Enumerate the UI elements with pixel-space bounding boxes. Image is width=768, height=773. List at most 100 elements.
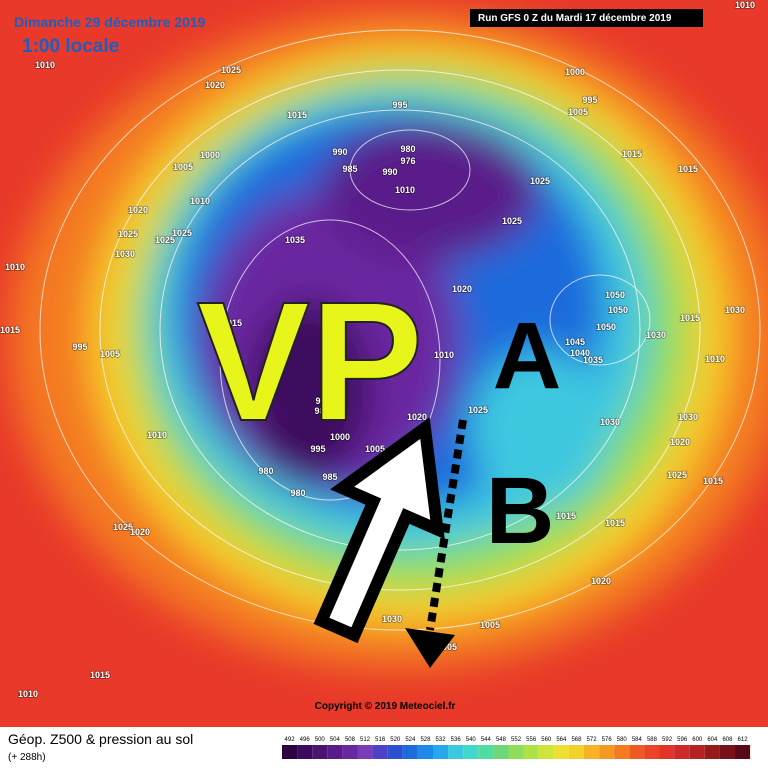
pressure-label: 1025 (113, 522, 133, 532)
pressure-label: 1025 (221, 65, 241, 75)
pressure-label: 1015 (90, 670, 110, 680)
scale-label: 556 (526, 737, 537, 743)
pressure-label: 1020 (591, 576, 611, 586)
pressure-label: 980 (400, 144, 415, 154)
scale-label: 512 (360, 737, 371, 743)
pressure-label: 1025 (118, 229, 138, 239)
isobars (39, 29, 761, 631)
scale-label: 548 (496, 737, 507, 743)
pressure-label: 1020 (205, 80, 225, 90)
scale-swatch (599, 745, 615, 759)
scale-swatch (297, 745, 313, 759)
pressure-label: 1010 (190, 196, 210, 206)
pressure-label: 995 (72, 342, 87, 352)
pressure-label: 1025 (667, 470, 687, 480)
scale-label: 576 (602, 737, 613, 743)
scale-swatch (387, 745, 403, 759)
pressure-label: 1005 (100, 349, 120, 359)
pressure-label: 1020 (407, 412, 427, 422)
pressure-label: 1030 (646, 330, 666, 340)
scale-label: 532 (436, 737, 447, 743)
scale-label: 604 (707, 737, 718, 743)
pressure-label: 1015 (0, 325, 20, 335)
pressure-label: 1010 (434, 350, 454, 360)
scale-swatch (614, 745, 630, 759)
scale-swatch (735, 745, 751, 759)
scale-label: 588 (647, 737, 658, 743)
scale-label: 612 (738, 737, 749, 743)
pressure-label: 1010 (147, 430, 167, 440)
pressure-label: 1015 (703, 476, 723, 486)
scale-label: 496 (300, 737, 311, 743)
scale-label: 592 (662, 737, 673, 743)
pressure-label: 1025 (502, 216, 522, 226)
pressure-label: 1015 (222, 318, 242, 328)
scale-swatch (553, 745, 569, 759)
pressure-label: 985 (342, 164, 357, 174)
scale-swatch (417, 745, 433, 759)
scale-label: 544 (481, 737, 492, 743)
scale-label: 524 (405, 737, 416, 743)
pressure-label: 1005 (480, 620, 500, 630)
pressure-label: 1010 (35, 60, 55, 70)
pressure-label: 980 (290, 488, 305, 498)
pressure-label: 995 (392, 100, 407, 110)
scale-swatch (342, 745, 358, 759)
scale-label: 520 (390, 737, 401, 743)
scale-swatch (659, 745, 675, 759)
legend-title: Géop. Z500 & pression au sol (8, 731, 193, 747)
scale-swatch (402, 745, 418, 759)
pressure-label: 1030 (115, 249, 135, 259)
scale-swatch (478, 745, 494, 759)
pressure-label: 1010 (705, 354, 725, 364)
scale-swatch (282, 745, 298, 759)
pressure-labels: 1010 102510201015995100099510051015101510… (0, 0, 756, 700)
pressure-label: 1010 (18, 689, 38, 699)
pressure-label: 1025 (172, 228, 192, 238)
dotted-arrow-head (405, 628, 455, 668)
high-label: A (493, 303, 562, 409)
pressure-label: 1030 (382, 614, 402, 624)
pressure-label: 990 (382, 167, 397, 177)
scale-swatch (704, 745, 720, 759)
pressure-label: 995 (310, 444, 325, 454)
pressure-label: 1040 (570, 348, 590, 358)
scale-swatch (357, 745, 373, 759)
low-label: B (486, 458, 555, 564)
dotted-arrow (426, 419, 467, 631)
scale-swatch (629, 745, 645, 759)
pressure-label: 1005 (437, 642, 457, 652)
scale-label: 492 (285, 737, 296, 743)
pressure-label: 1015 (680, 313, 700, 323)
pressure-label: 1010 (735, 0, 755, 10)
scale-swatch (719, 745, 735, 759)
scale-label: 596 (677, 737, 688, 743)
scale-label: 540 (466, 737, 477, 743)
pressure-label: 976 (400, 156, 415, 166)
pressure-label: 995 (582, 95, 597, 105)
pressure-label: 985 (322, 472, 337, 482)
pressure-label: 1035 (285, 235, 305, 245)
scale-label: 568 (571, 737, 582, 743)
scale-label: 552 (511, 737, 522, 743)
scale-swatch (463, 745, 479, 759)
scale-swatch (674, 745, 690, 759)
scale-label: 584 (632, 737, 643, 743)
pressure-label: 1025 (530, 176, 550, 186)
scale-swatch (584, 745, 600, 759)
pressure-label: 1050 (605, 290, 625, 300)
pressure-label: 1005 (365, 444, 385, 454)
pressure-label: 1020 (670, 437, 690, 447)
scale-swatch (312, 745, 328, 759)
vortex-label: VP (197, 267, 424, 457)
pressure-label: 1030 (678, 412, 698, 422)
pressure-label: 1050 (596, 322, 616, 332)
geopotential-field (10, 10, 768, 670)
scale-swatch (538, 745, 554, 759)
scale-label: 536 (451, 737, 462, 743)
legend-lead: (+ 288h) (8, 752, 46, 763)
scale-swatch (689, 745, 705, 759)
pressure-label: 1015 (287, 110, 307, 120)
pressure-label: 990 (332, 147, 347, 157)
